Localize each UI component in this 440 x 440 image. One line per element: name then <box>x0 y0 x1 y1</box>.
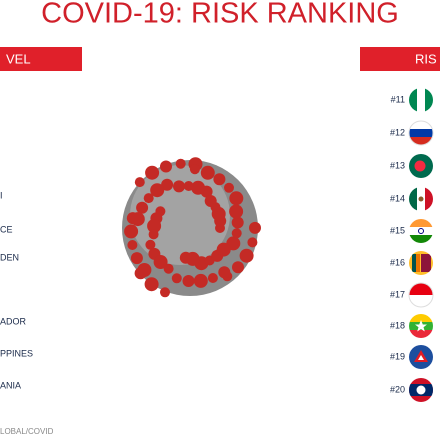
spike <box>143 193 154 204</box>
rank-label: #12 <box>390 127 405 137</box>
spike <box>231 216 244 229</box>
spike <box>213 173 226 186</box>
country-name: CE <box>0 224 13 234</box>
spike <box>173 180 185 193</box>
flag <box>409 219 433 243</box>
spike <box>160 160 172 173</box>
spike <box>229 191 244 206</box>
spike <box>182 275 195 287</box>
right-header-bar <box>360 47 440 71</box>
spike <box>239 248 254 263</box>
spike <box>189 164 200 175</box>
spike <box>153 255 168 269</box>
left-header-bar <box>0 47 82 71</box>
spike <box>145 239 156 250</box>
spike <box>231 228 242 239</box>
spike <box>247 237 258 248</box>
rank-label: #19 <box>390 351 405 361</box>
spike <box>191 180 206 195</box>
virus-illustration <box>122 157 261 298</box>
spike <box>127 240 138 250</box>
rank-label: #14 <box>390 193 405 203</box>
title: COVID-19: RISK RANKING <box>41 0 399 30</box>
spike <box>145 165 160 180</box>
spike <box>218 266 231 279</box>
flag <box>409 154 433 178</box>
spike <box>249 221 261 234</box>
spike <box>200 165 215 180</box>
spike <box>130 252 143 265</box>
left-header: VEL <box>6 51 31 66</box>
rank-label: #15 <box>390 225 405 235</box>
spike <box>224 182 234 193</box>
rank-label: #17 <box>390 289 405 299</box>
spike <box>161 178 174 191</box>
flag <box>409 187 433 211</box>
flag <box>408 282 434 308</box>
spike <box>204 195 217 207</box>
country-name: ADOR <box>0 316 27 326</box>
spike <box>160 287 170 298</box>
flag <box>409 378 433 402</box>
spike <box>175 158 186 169</box>
flag <box>409 345 433 369</box>
spike <box>163 263 174 274</box>
spike <box>144 277 159 292</box>
spike <box>150 183 165 198</box>
spike <box>134 177 145 188</box>
spike <box>229 204 244 219</box>
spike <box>185 251 200 266</box>
country-name: PPINES <box>0 348 33 358</box>
spike <box>216 242 231 257</box>
flag <box>409 88 433 112</box>
spike <box>136 201 149 214</box>
flag <box>409 314 433 338</box>
spike <box>148 229 159 240</box>
flag <box>409 251 433 275</box>
spike <box>137 263 152 277</box>
spike <box>207 273 218 283</box>
country-name: ANIA <box>0 380 21 390</box>
country-name: DEN <box>0 252 19 262</box>
spike <box>147 219 162 233</box>
rank-label: #20 <box>390 384 405 394</box>
rank-label: #13 <box>390 160 405 170</box>
footer: LOBAL/COVID <box>0 427 54 436</box>
spike <box>171 273 182 284</box>
rank-label: #16 <box>390 257 405 267</box>
flag <box>408 120 434 146</box>
spike <box>183 181 194 191</box>
spike <box>130 212 145 227</box>
right-header: RIS <box>415 51 437 66</box>
spike <box>124 224 139 239</box>
country-name: I <box>0 190 3 200</box>
spike <box>193 273 208 288</box>
rank-label: #18 <box>390 320 405 330</box>
rank-label: #11 <box>391 94 405 104</box>
spike <box>232 261 244 274</box>
